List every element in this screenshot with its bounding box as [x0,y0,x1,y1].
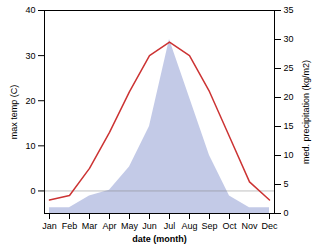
svg-text:30: 30 [25,50,35,60]
svg-text:Nov: Nov [241,221,258,231]
svg-text:May: May [121,221,139,231]
svg-text:20: 20 [25,96,35,106]
svg-text:5: 5 [284,179,289,189]
svg-text:40: 40 [25,5,35,15]
svg-text:35: 35 [284,5,294,15]
svg-text:max temp (C): max temp (C) [9,85,19,140]
svg-text:Feb: Feb [62,221,78,231]
svg-text:0: 0 [284,208,289,218]
svg-text:Jun: Jun [142,221,157,231]
svg-text:Apr: Apr [102,221,116,231]
svg-text:date (month): date (month) [132,234,187,244]
svg-text:20: 20 [284,92,294,102]
svg-text:Mar: Mar [82,221,98,231]
svg-text:Jan: Jan [42,221,57,231]
svg-text:25: 25 [284,63,294,73]
svg-text:10: 10 [25,141,35,151]
svg-text:Sep: Sep [201,221,217,231]
svg-text:30: 30 [284,34,294,44]
svg-text:10: 10 [284,150,294,160]
svg-text:15: 15 [284,121,294,131]
svg-text:Jul: Jul [164,221,176,231]
svg-text:Oct: Oct [222,221,237,231]
svg-text:Aug: Aug [181,221,197,231]
svg-text:0: 0 [30,186,35,196]
svg-text:med. precipitation (kg/m2): med. precipitation (kg/m2) [301,60,311,164]
svg-text:Dec: Dec [261,221,278,231]
